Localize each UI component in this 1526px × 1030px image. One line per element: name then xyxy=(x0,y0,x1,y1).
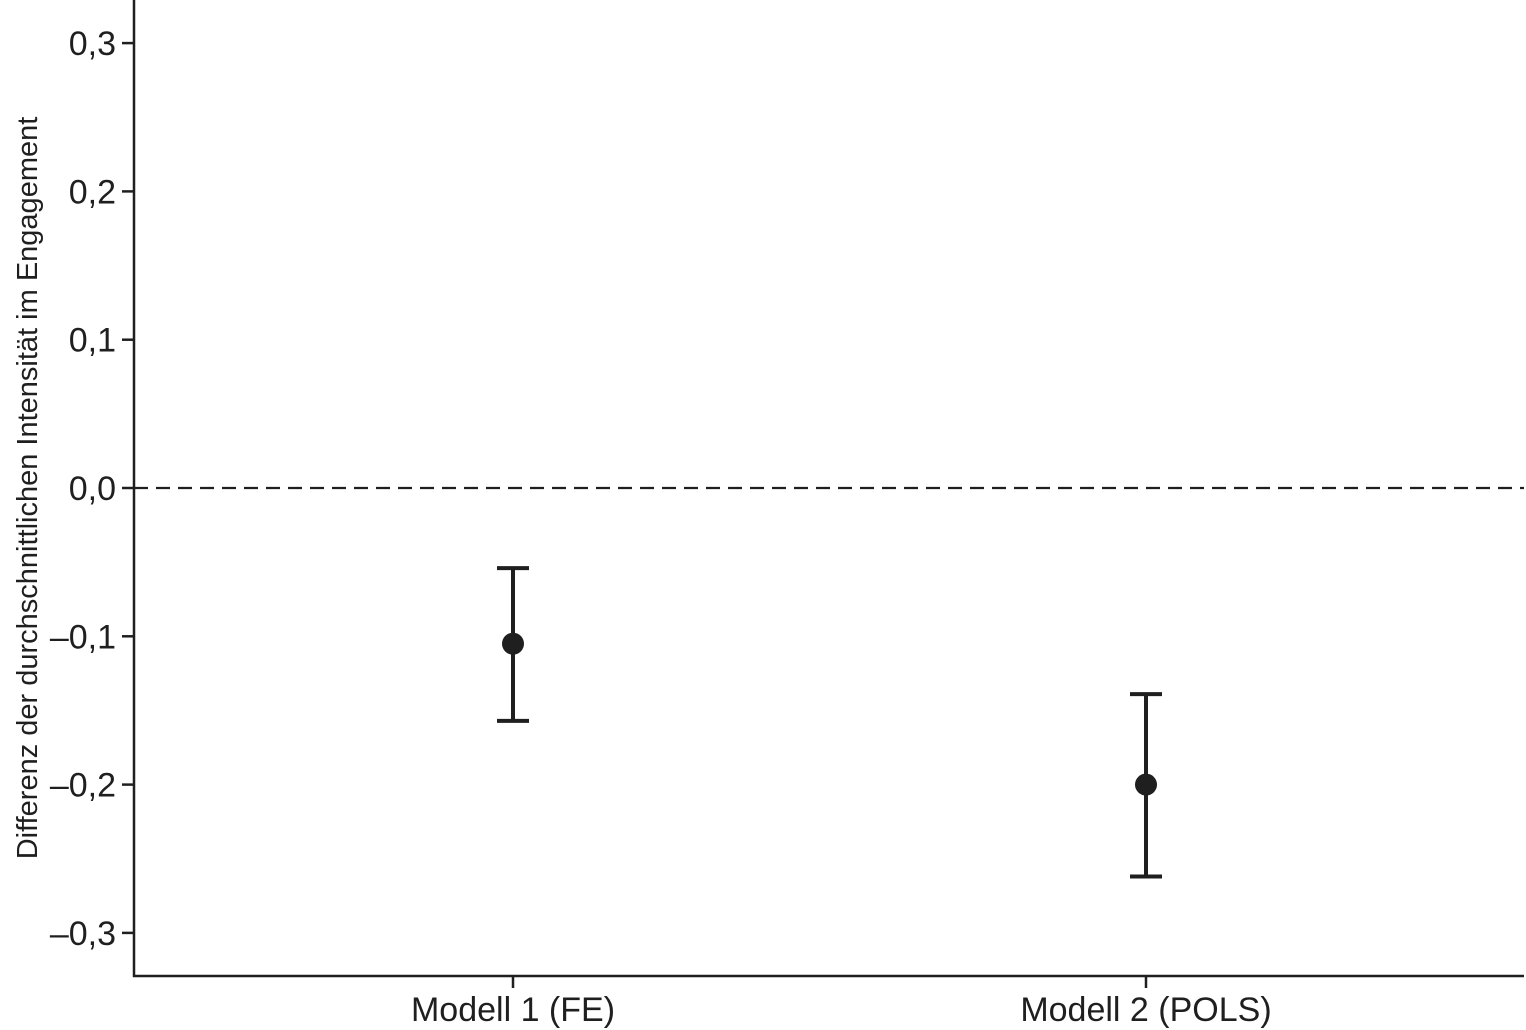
estimates xyxy=(497,566,1162,879)
y-axis-title: Differenz der durchschnittlichen Intensi… xyxy=(12,117,44,860)
y-axis-ticks: 0,3 0,2 0,1 0,0 –0,1 –0,2 –0,3 xyxy=(50,25,134,953)
y-tick-label: –0,3 xyxy=(50,915,116,953)
y-tick-label: –0,2 xyxy=(50,767,116,805)
x-axis-ticks: Modell 1 (FE) Modell 2 (POLS) xyxy=(411,976,1272,1029)
y-tick-label: 0,3 xyxy=(69,25,116,63)
x-tick-label: Modell 1 (FE) xyxy=(411,991,615,1029)
y-tick-label: 0,1 xyxy=(69,322,116,360)
estimate-group xyxy=(497,566,529,723)
point-estimate xyxy=(502,632,524,655)
point-estimate xyxy=(1135,773,1157,796)
estimate-group xyxy=(1130,692,1162,879)
y-tick-label: 0,2 xyxy=(69,173,116,211)
x-tick-label: Modell 2 (POLS) xyxy=(1020,991,1271,1029)
y-tick-label: 0,0 xyxy=(69,470,116,508)
y-tick-label: –0,1 xyxy=(50,618,116,656)
